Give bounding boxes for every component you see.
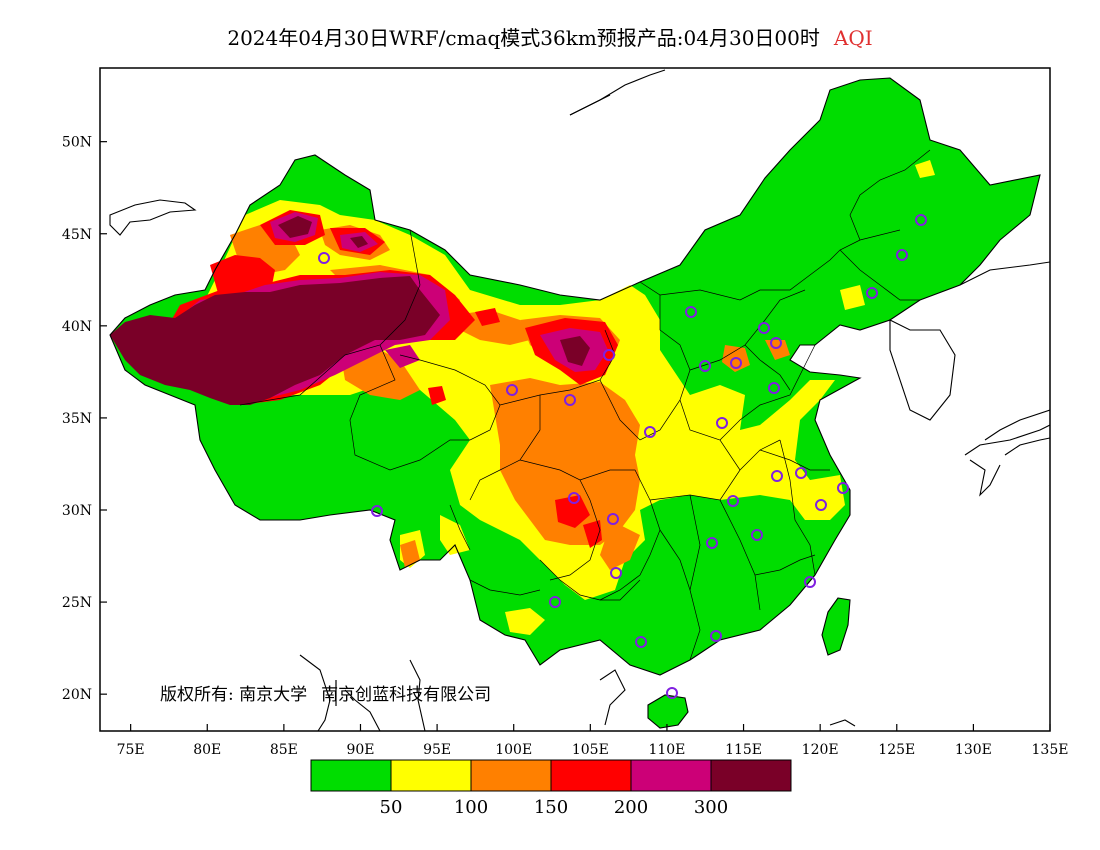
- station-markers: [318, 214, 927, 699]
- station-marker: [727, 495, 739, 507]
- title-variable: AQI: [833, 26, 873, 50]
- copyright-owner-2: 南京创蓝科技有限公司: [321, 685, 492, 705]
- legend-label: 150: [534, 797, 568, 818]
- station-marker: [815, 499, 827, 511]
- station-marker: [564, 394, 576, 406]
- legend-swatch: [630, 759, 712, 792]
- station-marker: [768, 382, 780, 394]
- map-frame: [99, 67, 1051, 732]
- station-marker: [666, 687, 678, 699]
- lon-tick-label: 120E: [802, 742, 839, 758]
- legend-swatch: [550, 759, 632, 792]
- station-marker: [635, 636, 647, 648]
- lon-tick-label: 95E: [423, 742, 451, 758]
- station-marker: [751, 529, 763, 541]
- lon-tick-label: 85E: [270, 742, 298, 758]
- lat-tick-label: 50N: [62, 135, 92, 151]
- legend-label: 200: [614, 797, 648, 818]
- lat-axis: 20N 25N 30N 35N 40N 45N 50N: [62, 135, 107, 703]
- legend-label: 100: [454, 797, 488, 818]
- station-marker: [804, 576, 816, 588]
- legend-label: 50: [380, 797, 403, 818]
- station-marker: [710, 630, 722, 642]
- lon-tick-label: 100E: [495, 742, 532, 758]
- station-marker: [603, 349, 615, 361]
- station-marker: [837, 482, 849, 494]
- copyright-note: 版权所有: 南京大学 南京创蓝科技有限公司: [160, 680, 491, 705]
- lon-tick-label: 80E: [193, 742, 221, 758]
- lon-tick-label: 110E: [648, 742, 685, 758]
- station-marker: [706, 537, 718, 549]
- station-marker: [610, 567, 622, 579]
- lon-tick-label: 125E: [878, 742, 915, 758]
- lon-axis: 75E 80E 85E 90E 95E 100E 105E 110E 115E 120E 125E 1…: [117, 724, 1069, 758]
- station-marker: [699, 360, 711, 372]
- province-boundaries: [239, 149, 931, 661]
- station-marker: [770, 337, 782, 349]
- station-marker: [685, 306, 697, 318]
- lat-tick-label: 40N: [62, 319, 92, 335]
- station-marker: [716, 417, 728, 429]
- taiwan-region: [822, 598, 850, 655]
- lon-tick-label: 105E: [572, 742, 609, 758]
- legend-swatch: [710, 759, 792, 792]
- station-marker: [758, 322, 770, 334]
- station-marker: [730, 357, 742, 369]
- legend-label: 300: [694, 797, 728, 818]
- legend-swatch: [310, 759, 392, 792]
- title-main: 2024年04月30日WRF/cmaq模式36km预报产品:04月30日00时: [227, 26, 820, 50]
- aqi-legend: 50 100 150 200 300: [310, 759, 792, 818]
- lat-tick-label: 35N: [62, 411, 92, 427]
- station-marker: [896, 249, 908, 261]
- station-marker: [771, 470, 783, 482]
- station-marker: [866, 287, 878, 299]
- station-marker: [607, 513, 619, 525]
- copyright-label: 版权所有:: [160, 685, 234, 705]
- lat-tick-label: 25N: [62, 595, 92, 611]
- copyright-owner-1: 南京大学: [239, 685, 308, 705]
- station-marker: [644, 426, 656, 438]
- station-marker: [568, 492, 580, 504]
- lat-tick-label: 30N: [62, 503, 92, 519]
- aqi-zone-darkred: [110, 216, 590, 405]
- lat-tick-label: 20N: [62, 687, 92, 703]
- lon-tick-label: 115E: [725, 742, 762, 758]
- lon-tick-label: 90E: [346, 742, 374, 758]
- station-marker: [549, 596, 561, 608]
- station-marker: [506, 384, 518, 396]
- station-marker: [915, 214, 927, 226]
- lon-tick-label: 130E: [955, 742, 992, 758]
- map-title: 2024年04月30日WRF/cmaq模式36km预报产品:04月30日00时 A…: [0, 22, 1100, 51]
- station-marker: [318, 252, 330, 264]
- lon-tick-label: 135E: [1032, 742, 1069, 758]
- hainan-region: [648, 695, 688, 728]
- lat-tick-label: 45N: [62, 227, 92, 243]
- station-marker: [371, 505, 383, 517]
- lon-tick-label: 75E: [117, 742, 145, 758]
- legend-swatch: [390, 759, 472, 792]
- station-marker: [795, 467, 807, 479]
- legend-swatch: [470, 759, 552, 792]
